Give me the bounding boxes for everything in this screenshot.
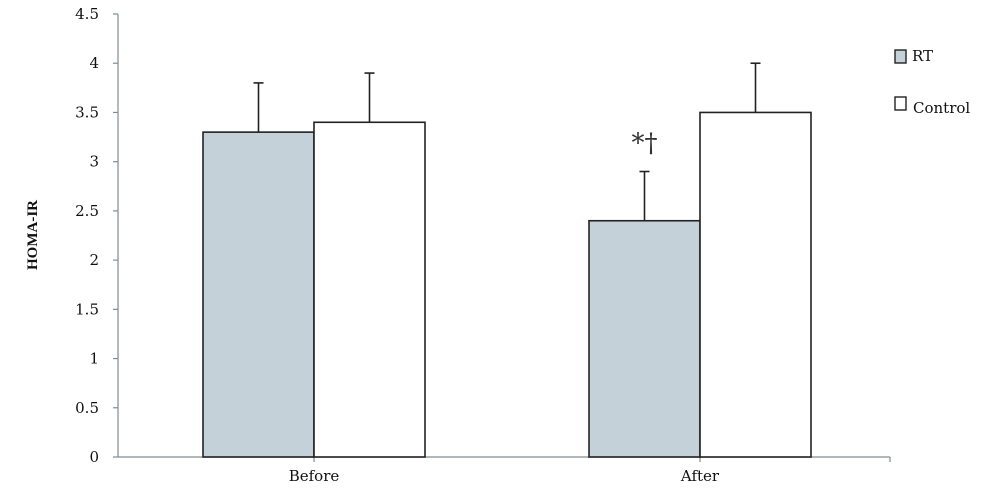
bar-control-before [313, 121, 426, 458]
legend-swatch-control [894, 96, 907, 111]
y-tick-label: 1.5 [75, 300, 99, 318]
significance-annotation: *† [632, 129, 658, 159]
y-tick-label: 4.5 [75, 5, 99, 23]
bar-rt-after [588, 219, 701, 458]
x-category-label: Before [289, 467, 340, 485]
y-tick-label: 4 [89, 54, 99, 72]
bar-control-after [699, 111, 812, 458]
y-tick-label: 3.5 [75, 103, 99, 121]
y-tick-label: 0 [89, 448, 99, 466]
x-category-label: After [680, 467, 720, 485]
legend-label-control: Control [913, 99, 970, 117]
legend-swatch-rt [894, 49, 907, 64]
legend-label-rt: RT [912, 47, 933, 65]
y-tick-label: 0.5 [75, 399, 99, 417]
y-tick-label: 2.5 [75, 202, 99, 220]
y-tick-label: 2 [89, 251, 99, 269]
y-tick-label: 1 [89, 350, 99, 368]
y-axis-title: HOMA-IR [25, 200, 41, 270]
y-tick-label: 3 [89, 153, 99, 171]
bar-rt-before [202, 131, 315, 458]
